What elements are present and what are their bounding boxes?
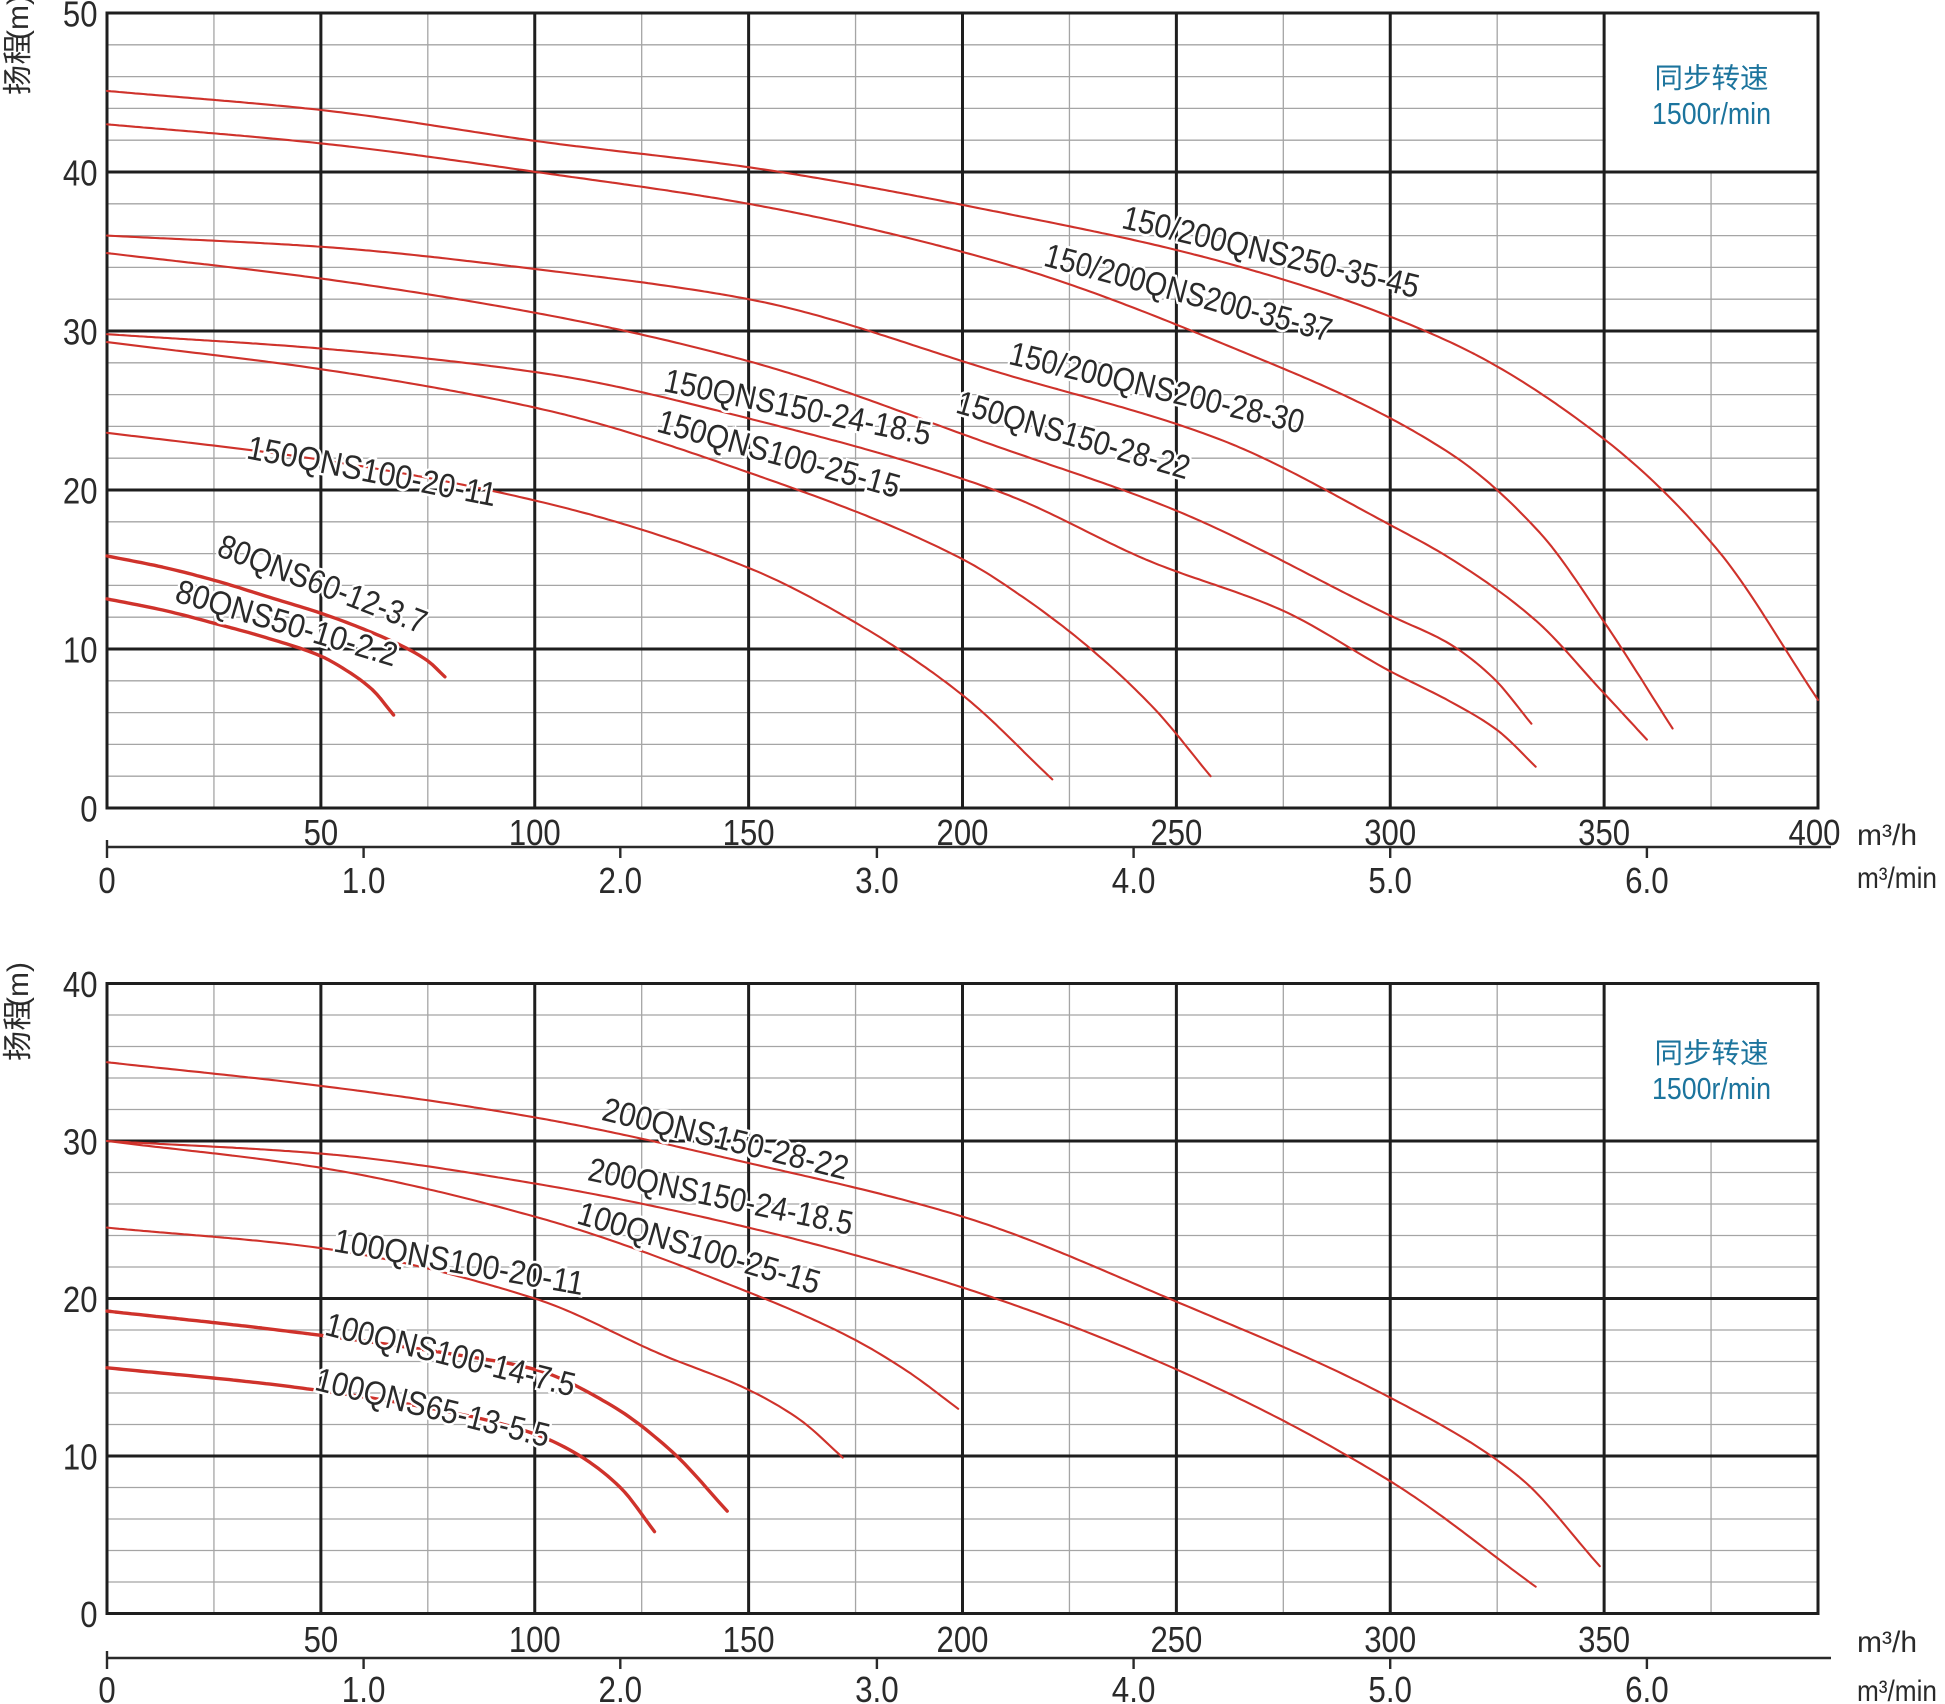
svg-text:6.0: 6.0 (1625, 1669, 1669, 1704)
svg-text:2.0: 2.0 (599, 860, 643, 901)
svg-text:30: 30 (63, 312, 98, 353)
svg-text:m³/h: m³/h (1857, 1626, 1917, 1659)
svg-text:40: 40 (63, 964, 98, 1005)
svg-text:350: 350 (1578, 1619, 1630, 1660)
svg-text:5.0: 5.0 (1368, 860, 1412, 901)
svg-text:0: 0 (80, 1594, 97, 1635)
svg-text:1.0: 1.0 (342, 860, 386, 901)
svg-text:m³/min: m³/min (1857, 862, 1937, 895)
svg-text:20: 20 (63, 1279, 98, 1320)
svg-text:2.0: 2.0 (599, 1669, 643, 1704)
svg-text:m³/h: m³/h (1857, 819, 1917, 852)
svg-text:10: 10 (63, 1437, 98, 1478)
svg-text:100: 100 (509, 1619, 561, 1660)
svg-text:1500r/min: 1500r/min (1652, 1071, 1771, 1106)
svg-text:4.0: 4.0 (1112, 860, 1156, 901)
svg-text:4.0: 4.0 (1112, 1669, 1156, 1704)
svg-text:6.0: 6.0 (1625, 860, 1669, 901)
svg-text:0: 0 (98, 1670, 115, 1704)
svg-text:(m): (m) (2, 0, 35, 40)
svg-text:200: 200 (937, 1619, 989, 1660)
svg-text:5.0: 5.0 (1368, 1669, 1412, 1704)
svg-text:50: 50 (304, 1619, 339, 1660)
svg-text:40: 40 (63, 153, 98, 194)
svg-text:m³/min: m³/min (1857, 1675, 1937, 1704)
svg-text:30: 30 (63, 1122, 98, 1163)
svg-text:150: 150 (723, 1619, 775, 1660)
svg-text:3.0: 3.0 (855, 1669, 899, 1704)
svg-text:10: 10 (63, 630, 98, 671)
svg-text:250: 250 (1150, 1619, 1202, 1660)
svg-text:1500r/min: 1500r/min (1652, 96, 1771, 131)
svg-text:50: 50 (63, 0, 98, 35)
svg-text:300: 300 (1364, 1619, 1416, 1660)
svg-text:(m): (m) (2, 962, 35, 1007)
svg-text:20: 20 (63, 471, 98, 512)
svg-text:0: 0 (80, 789, 97, 830)
svg-text:3.0: 3.0 (855, 860, 899, 901)
svg-text:0: 0 (98, 860, 115, 901)
svg-text:1.0: 1.0 (342, 1669, 386, 1704)
